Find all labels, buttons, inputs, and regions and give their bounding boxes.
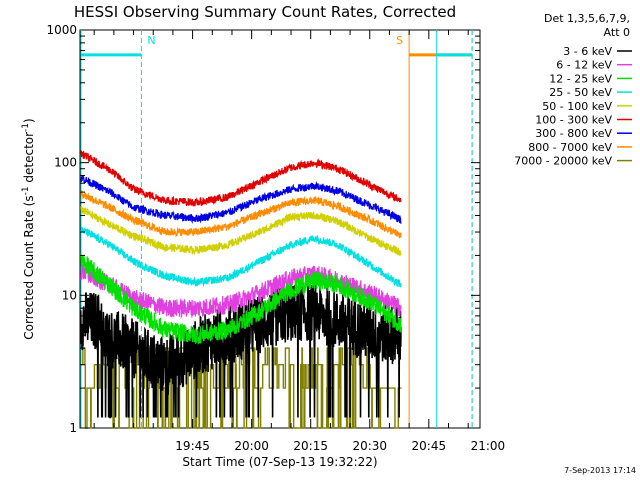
x-tick-label: 21:00 <box>471 439 506 453</box>
series-line-300-800-kev <box>80 175 402 225</box>
legend-label: 25 - 50 keV <box>549 86 612 99</box>
legend-label: 300 - 800 keV <box>535 127 612 140</box>
legend-label: 100 - 300 keV <box>535 114 612 127</box>
series-line-50-100-kev <box>80 205 402 256</box>
y-label-part1: Corrected Count Rate (s <box>22 195 36 339</box>
timestamp: 7-Sep-2013 17:14 <box>564 466 636 475</box>
x-axis-label: Start Time (07-Sep-13 19:32:22) <box>182 455 377 469</box>
legend-label: 3 - 6 keV <box>563 45 612 58</box>
y-label-sup1: -1 <box>21 186 31 195</box>
x-tick-label: 20:00 <box>234 439 269 453</box>
legend-label: 50 - 100 keV <box>542 100 612 113</box>
series-layer <box>79 150 402 429</box>
y-tick-label: 10 <box>62 288 77 302</box>
series-line-12-25-kev <box>80 253 402 345</box>
legend-label: 7000 - 20000 keV <box>514 155 612 168</box>
y-tick-label: 100 <box>54 156 77 170</box>
legend-label: 12 - 25 keV <box>549 72 612 85</box>
y-tick-label: 1000 <box>46 23 77 37</box>
series-line-25-50-kev <box>80 226 402 288</box>
legend-detector-note: Det 1,3,5,6,7,9, <box>544 12 630 25</box>
plot-frame <box>79 29 481 429</box>
y-label-sup2: -1 <box>21 123 31 132</box>
legend-label: 6 - 12 keV <box>556 59 612 72</box>
legend-attenuator-note: Att 0 <box>604 26 630 39</box>
y-label-part3: ) <box>22 118 36 123</box>
legend-label: 800 - 7000 keV <box>528 141 612 154</box>
x-tick-label: 20:30 <box>352 439 387 453</box>
x-tick-label: 20:45 <box>412 439 447 453</box>
series-line-100-300-kev <box>80 150 402 207</box>
y-tick-label: 1 <box>69 421 77 435</box>
x-tick-label: 20:15 <box>293 439 328 453</box>
y-label-part2: detector <box>22 132 36 187</box>
x-tick-label: 19:45 <box>175 439 210 453</box>
series-line-800-7000-kev <box>80 190 402 239</box>
axes-layer: 1 10 100 1000 19:45 20:00 20:15 20:30 20:45 21:00 <box>46 23 505 453</box>
chart-title: HESSI Observing Summary Count Rates, Cor… <box>74 3 456 21</box>
saa-label: S <box>396 34 403 47</box>
y-axis-label: Corrected Count Rate (s-1 detector-1) <box>21 118 36 339</box>
night-label: N <box>147 34 155 47</box>
